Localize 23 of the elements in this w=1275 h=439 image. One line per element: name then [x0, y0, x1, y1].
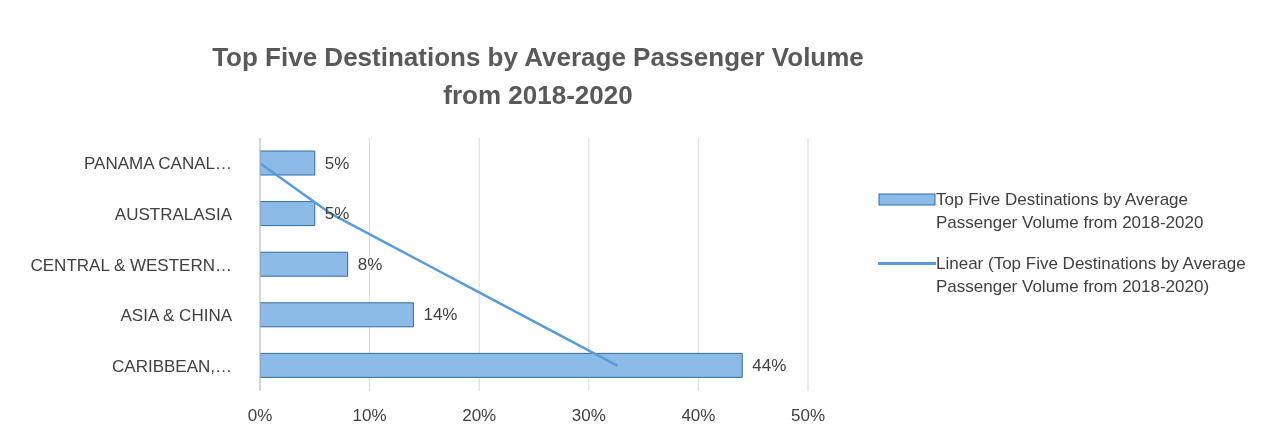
chart-title: Top Five Destinations by Average Passenger Volume from 2018-2020 — [211, 41, 865, 112]
y-tick-label: AUSTRALASIA — [114, 204, 233, 224]
data-label: 14% — [423, 305, 458, 325]
bar — [260, 251, 349, 277]
x-tick-label: 10% — [352, 406, 387, 426]
bar — [260, 201, 316, 227]
x-tick-label: 30% — [571, 406, 606, 426]
data-label: 44% — [752, 355, 787, 375]
bar — [260, 302, 414, 328]
x-tick-label: 20% — [462, 406, 497, 426]
x-tick-label: 50% — [790, 406, 826, 426]
y-tick-label: CARIBBEAN,… — [112, 356, 232, 376]
data-label: 8% — [357, 254, 383, 274]
data-label: 5% — [324, 153, 350, 173]
y-tick-label: ASIA & CHINA — [120, 306, 233, 326]
legend-label: Top Five Destinations by Average Passenger Volume from 2018-2020 — [936, 189, 1205, 234]
y-tick-label: PANAMA CANAL… — [83, 154, 232, 174]
bar — [260, 150, 316, 176]
y-tick-label: CENTRAL & WESTERN… — [30, 255, 232, 275]
x-tick-label: 0% — [247, 406, 273, 426]
x-tick-label: 40% — [681, 406, 716, 426]
bar — [260, 352, 743, 378]
legend-label: Linear (Top Five Destinations by Average Passenger Volume from 2018-2020) — [936, 253, 1247, 298]
